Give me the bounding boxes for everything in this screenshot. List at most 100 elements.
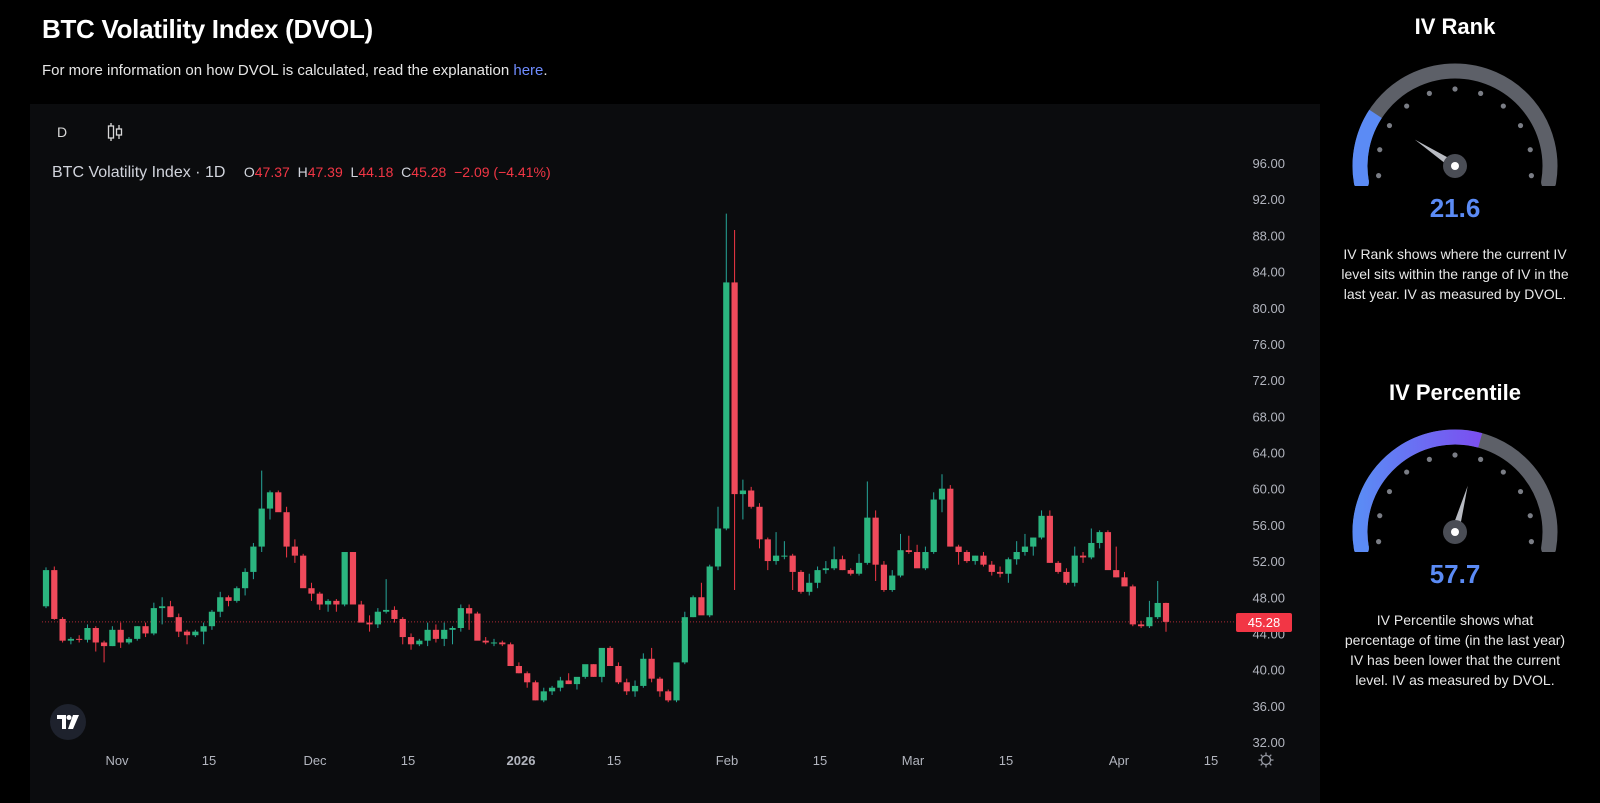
candle-body [100, 642, 108, 647]
candlestick-icon[interactable] [106, 122, 124, 147]
candle-body [490, 642, 498, 644]
gauge-tick-dot [1517, 122, 1524, 129]
x-axis-label: Apr [1109, 753, 1130, 768]
candle-body [880, 564, 888, 591]
iv-percentile-title: IV Percentile [1388, 380, 1522, 405]
candle-body [847, 570, 854, 574]
gauge-tick-dot [1377, 147, 1383, 153]
candle-body [1121, 577, 1128, 587]
candle-body [947, 488, 954, 547]
candle-body [341, 552, 348, 605]
gauge-tick-dot [1527, 147, 1533, 153]
candle-body [1138, 624, 1145, 627]
gauge-tick-dot [1478, 90, 1484, 96]
gauge-tick-dot [1386, 122, 1393, 129]
page-title: BTC Volatility Index (DVOL) [42, 14, 373, 44]
candle-body [631, 685, 639, 692]
y-axis-label: 92.00 [1252, 192, 1285, 207]
subtitle-period: . [543, 62, 548, 79]
candle-body [192, 631, 199, 636]
candle-body [424, 629, 431, 641]
candle-body [109, 629, 116, 647]
candlestick-chart[interactable]: 96.00 92.00 88.00 84.00 80.00 76.00 72.00 68.00… [0, 0, 1320, 803]
change-value: −2.09 (−4.41%) [454, 164, 551, 180]
candle-body [67, 638, 74, 641]
settings-gear-icon[interactable] [1258, 752, 1274, 773]
candle-body [922, 552, 929, 569]
open-label: O [243, 164, 255, 180]
candle-body [988, 564, 995, 572]
iv-percentile-card: IV Percentile 57.7 IV Percentile shows w… [1330, 380, 1580, 690]
interval-button[interactable]: D [57, 124, 68, 140]
candle-body [134, 626, 141, 639]
candle-body [499, 642, 506, 645]
candle-body [1030, 537, 1037, 547]
y-axis-label: 32.00 [1252, 735, 1285, 750]
y-axis-label: 56.00 [1252, 518, 1285, 533]
candle-body [125, 638, 133, 643]
candle-body [640, 658, 647, 686]
candle-body [150, 608, 157, 634]
x-axis-label: 2026 [507, 753, 536, 768]
candle-body [466, 608, 473, 614]
candle-body [1071, 555, 1078, 583]
candle-body [789, 555, 796, 572]
candle-body [797, 571, 805, 592]
candle-body [864, 517, 871, 563]
x-axis-label: Nov [105, 753, 129, 768]
candle-body [399, 618, 406, 638]
low-label: L [350, 164, 359, 180]
candle-body [59, 618, 66, 641]
candle-body [482, 640, 489, 643]
close-value: 45.28 [411, 164, 447, 180]
iv-rank-gauge [1352, 63, 1558, 190]
y-axis-label: 48.00 [1252, 590, 1285, 605]
candle-body [1046, 515, 1053, 563]
gauge-tick-dot [1426, 456, 1432, 462]
x-axis-label: 15 [401, 753, 415, 768]
close-label: C [401, 164, 412, 180]
gauge-tick-dot [1376, 539, 1382, 545]
candle-body [831, 559, 838, 569]
gauge-tick-dot [1377, 513, 1383, 519]
iv-rank-description: IV Rank shows where the current IV level… [1341, 246, 1569, 302]
candle-body [258, 508, 265, 547]
candle-body [250, 546, 257, 572]
explanation-link[interactable]: here [513, 62, 544, 79]
gauge-tick-dot [1404, 469, 1410, 475]
candle-body [764, 539, 771, 562]
x-axis-label: 15 [1204, 753, 1218, 768]
iv-rank-card: IV Rank 21.6 IV Rank shows where the cur… [1330, 14, 1580, 304]
candle-body [698, 597, 705, 616]
candle-body [349, 552, 357, 605]
candle-body [656, 678, 664, 692]
low-value: 44.18 [358, 164, 394, 180]
candle-body [358, 604, 365, 623]
iv-percentile-value: 57.7 [1429, 559, 1481, 589]
gauge-tick-dot [1376, 173, 1382, 179]
tradingview-logo-icon[interactable] [50, 704, 86, 740]
candle-body [772, 555, 780, 562]
candle-body [142, 626, 149, 634]
candle-body [391, 609, 398, 619]
candle-body [855, 562, 863, 574]
candle-body [665, 691, 672, 701]
y-axis-label: 88.00 [1252, 228, 1285, 243]
candle-body [324, 600, 332, 605]
candle-body [781, 555, 788, 557]
candle-body [167, 606, 174, 618]
candle-body [457, 608, 464, 629]
candle-body [897, 550, 904, 576]
iv-percentile-gauge [1352, 429, 1558, 556]
candle-body [474, 613, 481, 641]
candle-body [607, 647, 614, 667]
candle-body [565, 680, 572, 685]
subtitle-text: For more information on how DVOL is calc… [42, 62, 514, 79]
gauge-tick-dot [1404, 103, 1410, 109]
candle-body [681, 617, 688, 663]
candle-body [955, 546, 962, 553]
gauge-tick-dot [1528, 539, 1534, 545]
candle-body [316, 593, 323, 605]
candle-body [532, 682, 539, 701]
y-axis-label: 68.00 [1252, 409, 1285, 424]
